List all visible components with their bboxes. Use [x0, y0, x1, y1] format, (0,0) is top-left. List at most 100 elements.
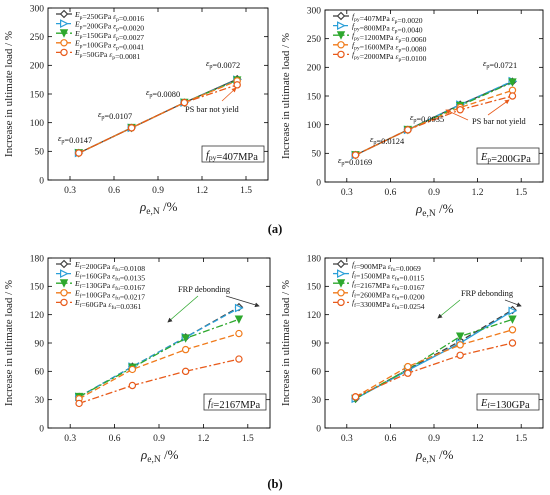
series-line-4: [78, 358, 240, 405]
chart-a-left: 0 50 100 150 200 250 300 0.3 0.6 0.9 1.2 1.5 Increas…: [3, 4, 269, 217]
param-box: [201, 145, 265, 163]
data-point: [508, 92, 517, 100]
x-axis-label: ρe,N /%: [139, 199, 178, 217]
legend-label: Ep=150GPa εp=0.0027: [74, 29, 144, 42]
series-line-2: [355, 318, 513, 400]
y-tick-label: 90: [35, 339, 45, 349]
data-point: [456, 341, 464, 349]
y-axis-label: Increase in ultimate load / %: [280, 280, 292, 406]
y-axis-label: Increase in ultimate load / %: [3, 31, 15, 157]
legend-label: ff=2600MPa εfu=0.0200: [352, 289, 425, 302]
strain-label: εp=0.0072: [206, 59, 240, 70]
x-tick-label: 0.6: [109, 434, 121, 444]
y-tick-label: 150: [307, 283, 322, 293]
data-point: [75, 399, 83, 408]
series-line-4: [78, 84, 238, 154]
legend-label: fpy=2000MPa εp=0.0100: [352, 50, 427, 63]
x-axis-label: ρe,N /%: [415, 447, 454, 465]
x-tick-label: 0.3: [341, 188, 353, 198]
data-point: [181, 367, 190, 376]
legend-swatch-marker: [337, 50, 345, 59]
legend-swatch-marker: [60, 48, 68, 57]
data-point: [75, 149, 83, 157]
x-tick-label: 0.6: [108, 186, 120, 196]
y-tick-label: 0: [316, 424, 321, 434]
not-yield-label: PS bar not yield: [472, 117, 527, 126]
not-yield-arrow: [445, 109, 469, 121]
data-point: [128, 381, 137, 390]
data-point: [181, 345, 190, 354]
strain-label: εp=0.0080: [146, 88, 180, 99]
param-box-label: Ep=200GPa: [480, 152, 531, 165]
x-axis-label: ρe,N /%: [140, 447, 179, 465]
series-line-3: [355, 329, 513, 398]
legend-swatch-marker: [337, 289, 345, 297]
x-tick-label: 0.6: [384, 434, 396, 444]
legend-label: Ef=200GPa εfu=0.0108: [74, 260, 145, 273]
y-tick-label: 60: [312, 368, 322, 378]
x-tick-label: 0.3: [64, 434, 76, 444]
x-tick-label: 0.9: [428, 188, 440, 198]
data-point: [233, 81, 241, 89]
legend-label: Ep=250GPa εp=0.0016: [74, 10, 144, 23]
legend-label: Ef=60GPa εfu=0.0361: [74, 298, 141, 311]
data-point: [404, 362, 412, 371]
legend-label: ff=3300MPa εfu=0.0254: [352, 298, 425, 311]
x-tick-label: 0.9: [153, 434, 165, 444]
legend-swatch-marker: [337, 269, 346, 278]
legend-label: Ef=100GPa εfu=0.0217: [74, 289, 145, 302]
legend-swatch-marker: [59, 279, 69, 288]
y-tick-label: 50: [35, 148, 45, 158]
param-box: [476, 393, 540, 411]
y-tick-label: 250: [30, 33, 45, 43]
data-point: [235, 329, 243, 338]
data-point: [508, 326, 517, 334]
x-tick-label: 1.2: [196, 186, 208, 196]
x-axis-label: ρe,N /%: [415, 201, 454, 219]
y-tick-label: 100: [30, 119, 45, 129]
x-tick-label: 0.3: [341, 434, 353, 444]
series-line-3: [78, 332, 240, 400]
data-point: [404, 369, 412, 377]
legend-swatch-marker: [336, 11, 346, 21]
data-point: [234, 303, 244, 313]
x-tick-label: 0.6: [384, 188, 396, 198]
x-tick-label: 1.2: [197, 434, 209, 444]
y-tick-label: 250: [307, 35, 322, 45]
x-tick-label: 0.9: [428, 434, 440, 444]
series-line-2: [78, 318, 240, 398]
y-tick-label: 90: [312, 339, 322, 349]
panel-label-a: (a): [268, 222, 283, 236]
legend-label: ff=2167MPa εfu=0.0167: [352, 279, 425, 292]
y-tick-label: 150: [307, 92, 322, 102]
strain-label: εp=0.0107: [98, 110, 132, 121]
y-tick-label: 300: [307, 6, 322, 16]
legend-label: fpy=1600MPa εp=0.0080: [352, 41, 427, 54]
y-tick-label: 200: [307, 64, 322, 74]
y-tick-label: 0: [316, 178, 321, 188]
y-tick-label: 180: [30, 254, 45, 264]
data-point: [508, 78, 517, 87]
chart-b-right: 0 30 60 90 120 150 180 0.3 0.6 0.9 1.2 1.5 Increase …: [280, 254, 544, 465]
series-line-4: [355, 95, 513, 156]
y-axis-label: Increase in ultimate load / %: [3, 280, 15, 406]
param-box-label: ff=2167MPa: [208, 398, 261, 411]
y-tick-label: 150: [30, 90, 45, 100]
y-tick-label: 200: [30, 62, 45, 72]
x-tick-label: 1.5: [515, 188, 527, 198]
data-point: [235, 355, 243, 363]
data-point: [508, 306, 518, 316]
x-tick-label: 1.5: [240, 186, 252, 196]
x-tick-label: 1.2: [472, 188, 484, 198]
strain-label: εp=0.0935: [410, 113, 444, 124]
strain-label: εp=0.0124: [370, 135, 405, 146]
legend-swatch-marker: [336, 31, 346, 40]
y-tick-label: 30: [35, 396, 45, 406]
strain-label: εp=0.0169: [338, 156, 372, 167]
legend-swatch-marker: [336, 259, 346, 269]
legend-swatch-marker: [336, 279, 346, 288]
